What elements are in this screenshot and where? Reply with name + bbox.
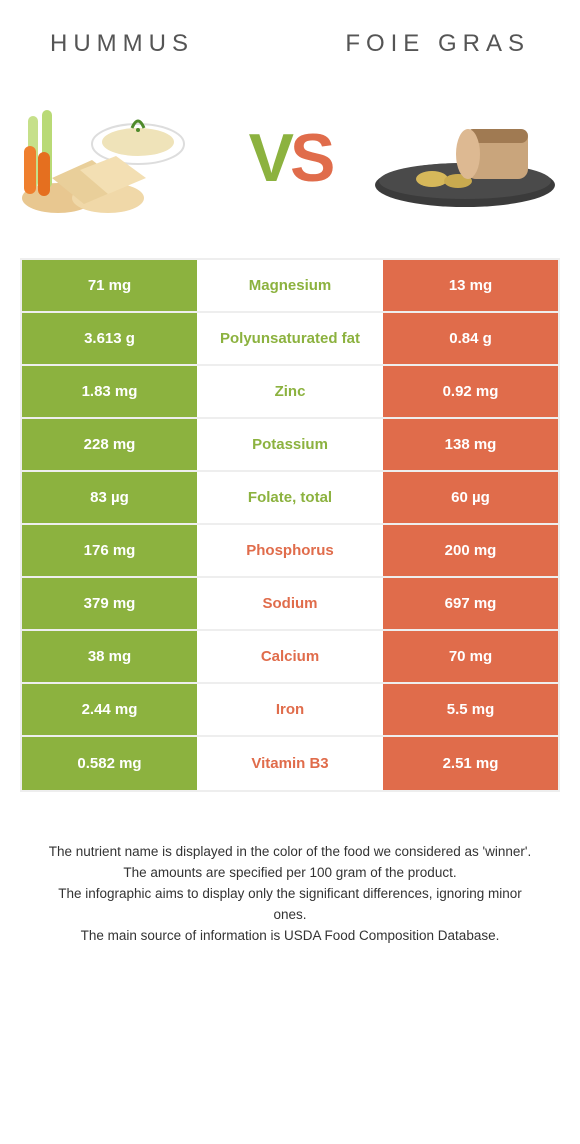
nutrient-label-cell: Zinc <box>197 366 383 417</box>
nutrient-label-cell: Potassium <box>197 419 383 470</box>
right-value-cell: 697 mg <box>383 578 558 629</box>
table-row: 228 mgPotassium138 mg <box>22 419 558 472</box>
left-value-cell: 38 mg <box>22 631 197 682</box>
right-value-cell: 60 µg <box>383 472 558 523</box>
table-row: 3.613 gPolyunsaturated fat0.84 g <box>22 313 558 366</box>
nutrient-label-cell: Folate, total <box>197 472 383 523</box>
title-row: HUMMUS FOIE GRAS <box>20 20 560 78</box>
table-row: 379 mgSodium697 mg <box>22 578 558 631</box>
left-value-cell: 2.44 mg <box>22 684 197 735</box>
left-value-cell: 83 µg <box>22 472 197 523</box>
footer-note-line: The nutrient name is displayed in the co… <box>40 842 540 863</box>
table-row: 0.582 mgVitamin B32.51 mg <box>22 737 558 790</box>
comparison-table: 71 mgMagnesium13 mg3.613 gPolyunsaturate… <box>20 258 560 792</box>
right-value-cell: 2.51 mg <box>383 737 558 790</box>
footer-notes: The nutrient name is displayed in the co… <box>20 792 560 967</box>
vs-s: S <box>290 120 331 196</box>
vs-v: V <box>249 120 290 196</box>
nutrient-label-cell: Phosphorus <box>197 525 383 576</box>
footer-note-line: The main source of information is USDA F… <box>40 926 540 947</box>
right-value-cell: 138 mg <box>383 419 558 470</box>
nutrient-label-cell: Vitamin B3 <box>197 737 383 790</box>
left-value-cell: 176 mg <box>22 525 197 576</box>
hero-row: VS <box>20 78 560 258</box>
right-value-cell: 0.84 g <box>383 313 558 364</box>
right-food-title: FOIE GRAS <box>345 30 530 58</box>
infographic-page: HUMMUS FOIE GRAS VS <box>0 0 580 967</box>
right-value-cell: 0.92 mg <box>383 366 558 417</box>
left-value-cell: 71 mg <box>22 260 197 311</box>
nutrient-label-cell: Iron <box>197 684 383 735</box>
foie-gras-icon <box>370 103 560 213</box>
right-value-cell: 70 mg <box>383 631 558 682</box>
right-food-image <box>370 98 560 218</box>
vs-label: VS <box>249 124 332 192</box>
table-row: 83 µgFolate, total60 µg <box>22 472 558 525</box>
right-value-cell: 200 mg <box>383 525 558 576</box>
left-value-cell: 3.613 g <box>22 313 197 364</box>
nutrient-label-cell: Calcium <box>197 631 383 682</box>
table-row: 71 mgMagnesium13 mg <box>22 260 558 313</box>
left-value-cell: 228 mg <box>22 419 197 470</box>
table-row: 2.44 mgIron5.5 mg <box>22 684 558 737</box>
right-value-cell: 13 mg <box>383 260 558 311</box>
left-value-cell: 1.83 mg <box>22 366 197 417</box>
nutrient-label-cell: Magnesium <box>197 260 383 311</box>
left-food-title: HUMMUS <box>50 30 194 58</box>
right-value-cell: 5.5 mg <box>383 684 558 735</box>
nutrient-label-cell: Sodium <box>197 578 383 629</box>
table-row: 1.83 mgZinc0.92 mg <box>22 366 558 419</box>
left-value-cell: 0.582 mg <box>22 737 197 790</box>
footer-note-line: The infographic aims to display only the… <box>40 884 540 926</box>
footer-note-line: The amounts are specified per 100 gram o… <box>40 863 540 884</box>
nutrient-label-cell: Polyunsaturated fat <box>197 313 383 364</box>
table-row: 38 mgCalcium70 mg <box>22 631 558 684</box>
left-value-cell: 379 mg <box>22 578 197 629</box>
left-food-image <box>20 98 210 218</box>
table-row: 176 mgPhosphorus200 mg <box>22 525 558 578</box>
hummus-icon <box>20 98 210 218</box>
